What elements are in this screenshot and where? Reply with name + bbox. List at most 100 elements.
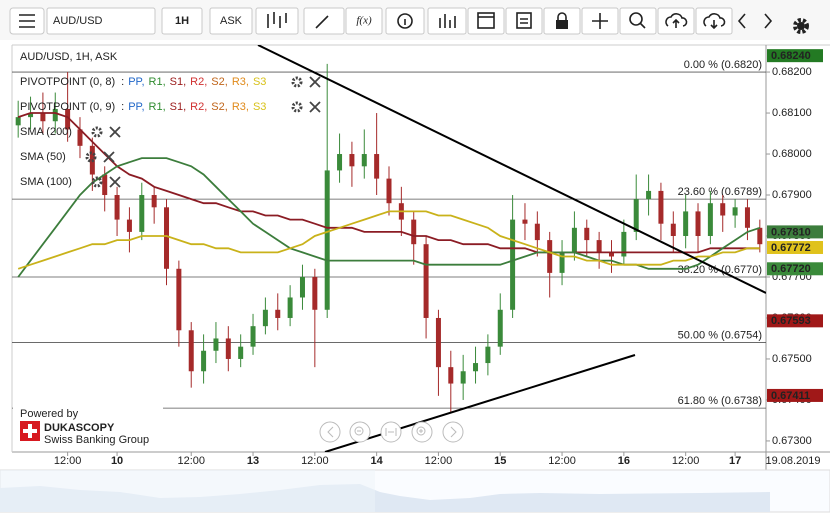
candle-body: [732, 207, 738, 216]
pivot-remove-icon[interactable]: [309, 76, 321, 88]
y-tick-label: 0.68100: [772, 107, 812, 119]
legend-remove-icon[interactable]: [103, 151, 115, 163]
candle-body: [139, 195, 145, 232]
candle-body: [213, 338, 219, 351]
legend-settings-icon[interactable]: [91, 126, 103, 138]
pivot-item: R2,: [190, 101, 207, 113]
candle-body: [102, 174, 108, 196]
candle-body: [744, 207, 750, 228]
candle-body: [114, 195, 120, 220]
candle-body: [411, 219, 417, 245]
pivot-item: S1,: [170, 76, 187, 88]
candle-body: [423, 244, 429, 318]
y-tick-label: 0.68200: [772, 66, 812, 78]
candle-body: [720, 203, 726, 216]
x-tick-label: 12:00: [548, 455, 576, 467]
nav-zoom-out[interactable]: [349, 421, 371, 443]
lock-button[interactable]: [543, 7, 581, 35]
pivot-item: S2,: [211, 101, 228, 113]
crosshair-button[interactable]: [581, 7, 619, 35]
x-tick-label: 12:00: [54, 455, 82, 467]
menu-button[interactable]: [9, 7, 45, 35]
pivot-item: R1,: [149, 101, 166, 113]
candle-body: [324, 170, 330, 310]
candle-body: [201, 350, 207, 372]
settings-button[interactable]: [793, 18, 809, 34]
candle-body: [15, 117, 21, 126]
candle-body: [534, 223, 540, 241]
candle-body: [658, 190, 664, 224]
candle-body: [238, 346, 244, 359]
x-tick-label: 12:00: [425, 455, 453, 467]
legend-remove-icon[interactable]: [109, 126, 121, 138]
x-tick-label: 16: [618, 455, 630, 467]
navigator-window: [0, 470, 375, 512]
candle-body: [52, 108, 58, 122]
info-button[interactable]: [385, 7, 425, 35]
legend-entry: SMA (100): [20, 176, 72, 188]
pivot-settings-icon[interactable]: [291, 76, 303, 88]
x-tick-label: 12:00: [672, 455, 700, 467]
price-tag-label: 0.68240: [771, 50, 811, 62]
candle-body: [262, 309, 268, 327]
indicator-button[interactable]: f(x): [345, 7, 383, 35]
nav-left[interactable]: [319, 421, 341, 443]
y-tick-label: 0.67500: [772, 353, 812, 365]
pivot-item: R3,: [232, 101, 249, 113]
candle-body: [571, 227, 577, 253]
draw-button[interactable]: [303, 7, 345, 35]
report-button[interactable]: [505, 7, 543, 35]
pivot-settings-icon[interactable]: [291, 101, 303, 113]
prev-button[interactable]: [737, 13, 746, 29]
pivot-item: PP,: [128, 76, 144, 88]
nav-reset[interactable]: [380, 421, 402, 443]
candle-body: [126, 219, 132, 232]
candle-body: [608, 252, 614, 257]
candle-body: [349, 154, 355, 167]
price-tag-label: 0.67810: [771, 226, 811, 238]
period-button[interactable]: 1H: [161, 7, 203, 35]
price-tag: [767, 240, 823, 254]
side-text: ASK: [220, 15, 243, 27]
logo-cross: [23, 424, 37, 438]
candle-body: [40, 113, 46, 122]
brand-tagline: Swiss Banking Group: [44, 434, 149, 446]
nav-zoom-in[interactable]: [411, 421, 433, 443]
next-button[interactable]: [764, 13, 773, 29]
pivot-name: PIVOTPOINT (0, 9): [20, 101, 115, 113]
side-button[interactable]: ASK: [209, 7, 253, 35]
candle-body: [633, 199, 639, 232]
price-tag-label: 0.67411: [771, 390, 810, 402]
legend-entry: SMA (200): [20, 126, 72, 138]
pivot-remove-icon[interactable]: [309, 101, 321, 113]
zoom-button[interactable]: [619, 7, 657, 35]
navigator: [0, 469, 830, 513]
legend-settings-icon[interactable]: [91, 176, 103, 188]
chart-type-button[interactable]: [255, 7, 299, 35]
price-tag: [767, 225, 823, 239]
sma-line: [17, 112, 760, 254]
x-tick-label: 17: [729, 455, 741, 467]
plot-area: 0.00 % (0.6820)23.60 % (0.6789)38.20 % (…: [12, 45, 766, 452]
legend-settings-icon[interactable]: [85, 151, 97, 163]
bars-button[interactable]: [427, 7, 467, 35]
legend-remove-icon[interactable]: [109, 176, 121, 188]
fx-text: f(x): [356, 15, 372, 27]
nav-right[interactable]: [442, 421, 464, 443]
y-tick-label: 0.68000: [772, 148, 812, 160]
pivot-item: S1,: [170, 101, 187, 113]
candle-body: [460, 371, 466, 384]
symbol-input[interactable]: AUD/USD: [46, 7, 156, 35]
pivot-prefix: :: [121, 101, 124, 113]
candle-body: [646, 190, 652, 200]
upload-button[interactable]: [657, 7, 695, 35]
price-tag: [767, 262, 823, 276]
x-tick-label: 10: [111, 455, 123, 467]
candle-body: [522, 219, 528, 224]
symbol-text: AUD/USD: [53, 15, 103, 27]
pivot-item: R2,: [190, 76, 207, 88]
download-button[interactable]: [695, 7, 733, 35]
brand-name: DUKASCOPY: [44, 422, 115, 434]
calendar-button[interactable]: [467, 7, 505, 35]
